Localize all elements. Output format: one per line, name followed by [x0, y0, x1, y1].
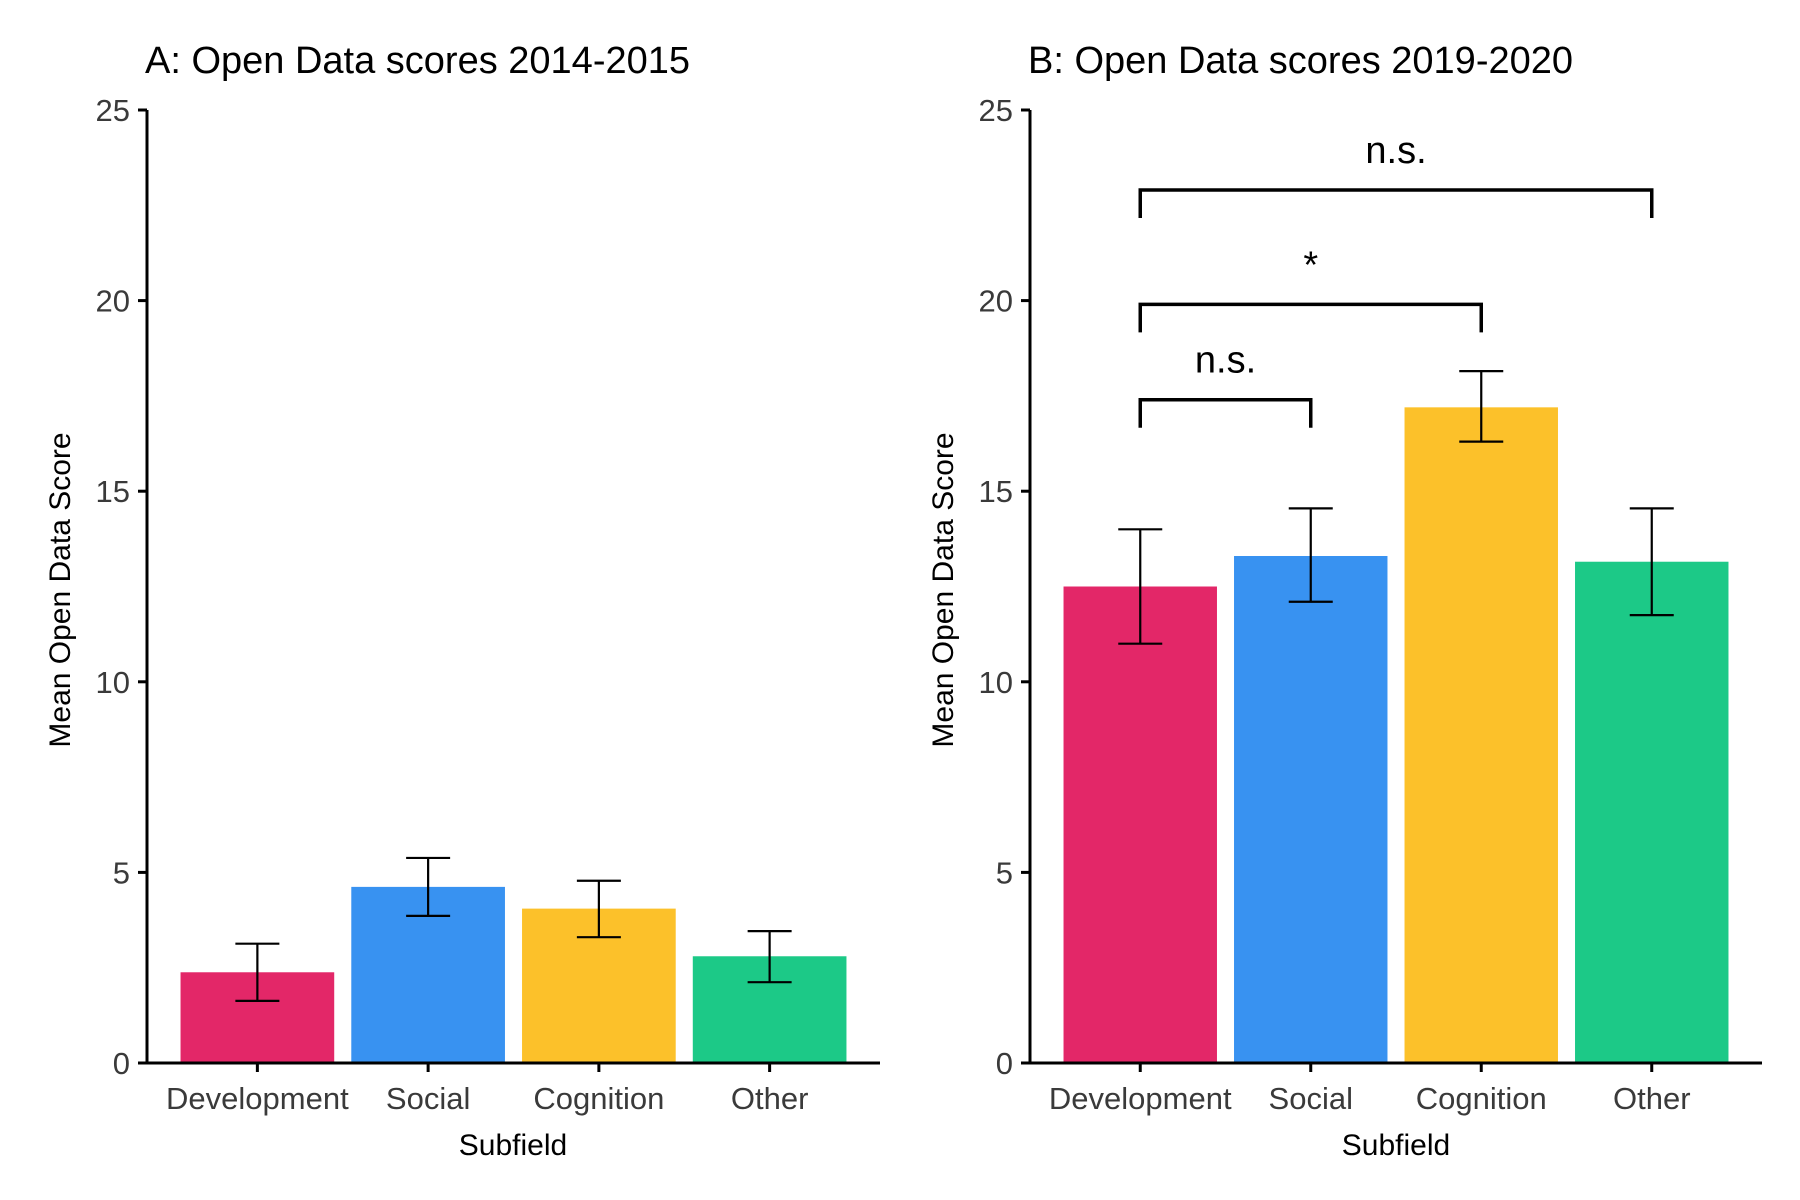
panel-b-x-axis-title: Subfield	[1342, 1129, 1450, 1162]
panel-b-significance-label-2: *	[1303, 244, 1318, 286]
panel-b-x-tick-label-development: Development	[1049, 1081, 1232, 1116]
panel-a-y-tick-label-0: 0	[113, 1046, 130, 1081]
panel-b-bar-social	[1234, 556, 1388, 1063]
panel-b-significance-bracket-1: n.s.	[1138, 340, 1313, 428]
panel-b-errorbar-development	[1118, 528, 1163, 645]
panel-a-errorbar-development	[235, 942, 280, 1002]
panel-a-x-axis-title: Subfield	[459, 1129, 567, 1162]
panel-a-x-tick-label-cognition: Cognition	[533, 1081, 664, 1116]
panel-a-y-tick-label-10: 10	[96, 665, 130, 700]
panel-b-y-tick-label-10: 10	[979, 665, 1013, 700]
panel-b-significance-bracket-2-line	[1138, 302, 1483, 333]
panel-a: A: Open Data scores 2014-2015 Mean Open …	[44, 40, 880, 1162]
panel-a-title: A: Open Data scores 2014-2015	[145, 40, 690, 82]
panel-b-bar-development	[1063, 586, 1217, 1063]
panel-a-errorbar-other	[747, 930, 792, 984]
panel-b-errorbar-cognition	[1459, 370, 1504, 443]
panel-b-bar-other	[1575, 561, 1729, 1063]
panel-b: B: Open Data scores 2019-2020 Mean Open …	[927, 40, 1762, 1162]
panel-a-errorbar-social	[406, 856, 451, 917]
panel-b-y-tick-label-0: 0	[996, 1046, 1013, 1081]
panel-b-marks: 0 5 10 15 20 25 Development Social Cognition Othe…	[979, 93, 1762, 1116]
panel-b-bar-cognition	[1404, 407, 1558, 1063]
panel-a-y-tick-label-20: 20	[96, 284, 130, 319]
panel-b-significance-bracket-3-line	[1138, 188, 1654, 219]
panel-b-y-tick-label-25: 25	[979, 93, 1013, 128]
panel-b-errorbar-other	[1629, 507, 1674, 617]
panel-b-y-tick-label-20: 20	[979, 284, 1013, 319]
panel-a-errorbar-cognition	[576, 879, 621, 939]
panel-b-significance-bracket-3: n.s.	[1138, 130, 1654, 219]
panel-b-x-tick-label-other: Other	[1613, 1081, 1691, 1116]
panel-a-marks: 0 5 10 15 20 25 Development Social Cognition Othe…	[96, 93, 880, 1116]
panel-b-significance-bracket-2: *	[1138, 244, 1483, 333]
panel-b-y-tick-label-15: 15	[979, 474, 1013, 509]
panel-b-significance-label-3: n.s.	[1365, 130, 1426, 172]
panel-a-y-axis-title: Mean Open Data Score	[44, 432, 77, 747]
panel-a-x-tick-label-social: Social	[386, 1081, 470, 1116]
panel-a-y-tick-label-15: 15	[96, 474, 130, 509]
panel-b-title: B: Open Data scores 2019-2020	[1028, 40, 1573, 82]
panel-b-significance-label-1: n.s.	[1195, 340, 1256, 382]
panel-b-x-tick-label-social: Social	[1269, 1081, 1353, 1116]
panel-a-y-tick-label-5: 5	[113, 855, 130, 890]
panel-b-y-axis-title: Mean Open Data Score	[927, 432, 960, 747]
panel-b-y-tick-label-5: 5	[996, 855, 1013, 890]
panel-a-x-tick-label-other: Other	[731, 1081, 809, 1116]
panel-a-y-tick-label-25: 25	[96, 93, 130, 128]
panel-b-errorbar-social	[1288, 507, 1333, 603]
panel-b-significance-bracket-1-line	[1138, 397, 1313, 428]
panel-b-x-tick-label-cognition: Cognition	[1416, 1081, 1547, 1116]
panel-a-x-tick-label-development: Development	[166, 1081, 349, 1116]
